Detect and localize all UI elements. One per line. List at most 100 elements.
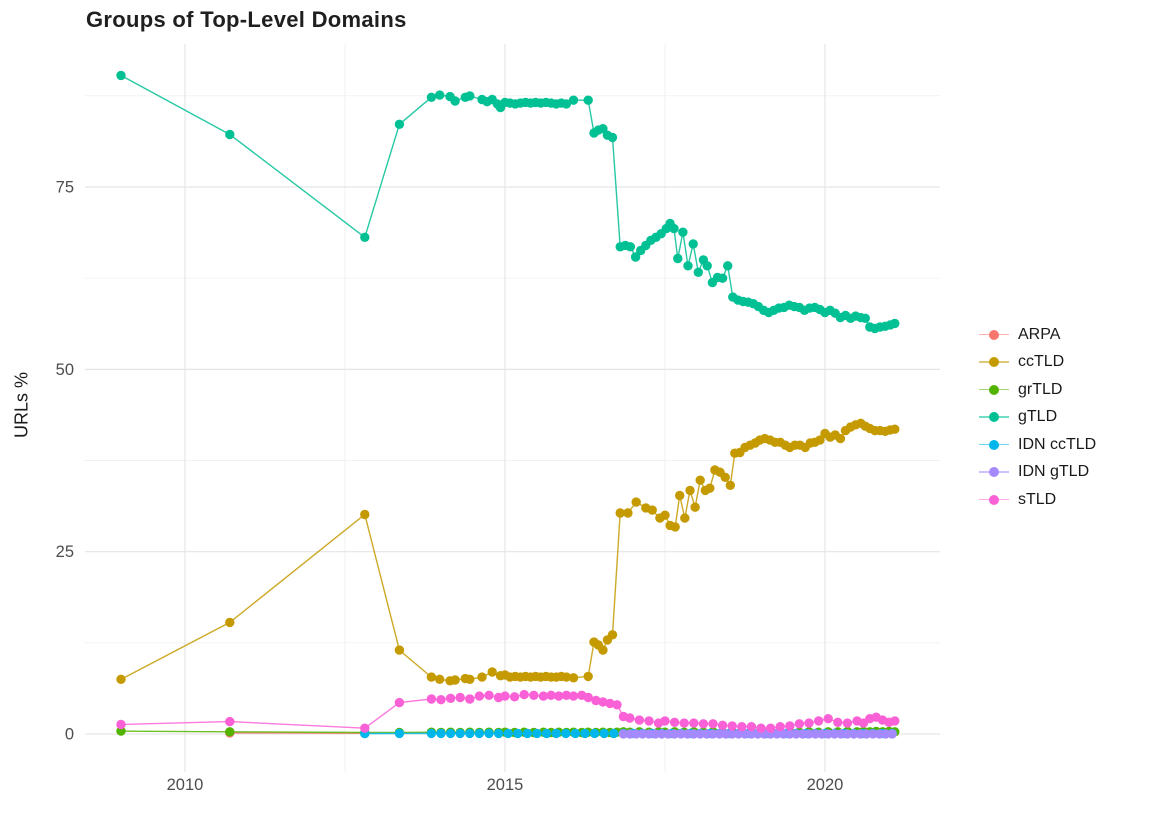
data-point xyxy=(702,261,712,271)
data-point xyxy=(116,674,126,684)
data-point xyxy=(689,718,699,728)
data-point xyxy=(394,697,405,708)
data-point xyxy=(685,485,695,496)
data-point xyxy=(225,716,235,727)
data-point xyxy=(436,728,446,739)
data-point xyxy=(625,242,636,252)
data-point xyxy=(541,728,552,739)
data-point xyxy=(561,99,572,109)
y-tick-label: 25 xyxy=(56,543,74,561)
data-point xyxy=(580,728,590,739)
data-point xyxy=(583,95,593,105)
y-axis-tick-labels: 0 25 50 75 xyxy=(56,179,74,744)
data-point xyxy=(426,694,437,704)
series-stld xyxy=(116,689,900,733)
series-cctld xyxy=(116,418,900,686)
data-point xyxy=(823,714,833,724)
data-point xyxy=(509,692,520,702)
data-point xyxy=(890,318,900,329)
y-tick-label: 75 xyxy=(56,179,74,197)
data-point xyxy=(500,691,510,701)
data-point xyxy=(634,715,645,725)
data-point xyxy=(765,723,776,733)
data-point xyxy=(675,490,685,501)
data-point xyxy=(746,722,757,732)
data-point xyxy=(612,700,622,710)
data-point xyxy=(561,672,572,682)
data-point xyxy=(591,695,601,706)
data-point xyxy=(465,694,475,704)
data-point xyxy=(546,690,556,700)
data-point xyxy=(116,70,126,81)
data-point xyxy=(623,508,633,518)
legend-key-icon xyxy=(979,352,1009,372)
legend-key-icon xyxy=(979,435,1009,455)
y-tick-label: 50 xyxy=(56,361,74,379)
data-point xyxy=(794,719,805,729)
data-point xyxy=(116,726,126,736)
data-point xyxy=(660,510,670,520)
data-point xyxy=(455,692,465,703)
data-point xyxy=(583,671,593,682)
legend-item-arpa: ARPA xyxy=(979,324,1096,345)
data-point xyxy=(775,722,785,732)
legend-label: gTLD xyxy=(1018,408,1058,425)
data-point xyxy=(723,261,733,271)
data-point xyxy=(725,480,735,490)
data-point xyxy=(568,691,579,701)
legend: ARPA ccTLD grTLD gTLD IDN ccTLD IDN gTLD… xyxy=(979,324,1096,510)
data-point xyxy=(522,728,533,739)
data-point xyxy=(683,261,693,271)
data-point xyxy=(465,674,475,684)
data-point xyxy=(698,719,709,729)
data-point xyxy=(630,252,641,262)
grid-major xyxy=(85,44,940,772)
x-tick-label: 2010 xyxy=(167,776,204,794)
data-point xyxy=(660,716,670,726)
data-point xyxy=(551,728,561,739)
data-point xyxy=(669,717,680,727)
data-point xyxy=(450,675,460,685)
data-point xyxy=(678,227,688,237)
data-point xyxy=(890,424,900,434)
data-point xyxy=(727,721,737,731)
data-point xyxy=(717,720,728,730)
data-point xyxy=(561,690,572,700)
data-point xyxy=(360,723,370,733)
data-point xyxy=(720,472,730,482)
data-point xyxy=(465,91,475,101)
data-point xyxy=(599,728,609,739)
legend-key-icon xyxy=(979,490,1009,510)
data-point xyxy=(708,719,718,729)
data-point xyxy=(679,718,689,728)
data-point xyxy=(705,483,715,493)
data-point xyxy=(561,728,571,739)
data-point xyxy=(785,721,795,731)
legend-item-idn-cctld: IDN ccTLD xyxy=(979,434,1096,455)
data-point xyxy=(688,239,698,249)
data-point xyxy=(607,132,618,143)
x-axis-tick-labels: 2010 2015 2020 xyxy=(167,776,844,794)
data-point xyxy=(568,673,579,683)
series-idn-gtld xyxy=(618,729,897,739)
data-point xyxy=(493,728,504,739)
data-point xyxy=(669,223,679,234)
legend-item-gtld: gTLD xyxy=(979,407,1096,428)
data-point xyxy=(394,119,405,129)
data-point xyxy=(625,713,635,723)
legend-label: IDN gTLD xyxy=(1018,463,1090,480)
data-point xyxy=(756,723,766,733)
data-point xyxy=(554,691,564,701)
data-point xyxy=(631,497,641,507)
data-point xyxy=(465,728,475,739)
data-point xyxy=(474,728,485,739)
data-point xyxy=(474,691,485,701)
data-point xyxy=(598,645,608,655)
grid-minor xyxy=(85,44,940,772)
legend-item-grtld: grTLD xyxy=(979,379,1096,400)
legend-key-icon xyxy=(979,380,1009,400)
legend-key-icon xyxy=(979,407,1009,427)
data-point xyxy=(647,505,657,515)
data-point xyxy=(445,728,456,739)
data-point xyxy=(435,90,445,100)
